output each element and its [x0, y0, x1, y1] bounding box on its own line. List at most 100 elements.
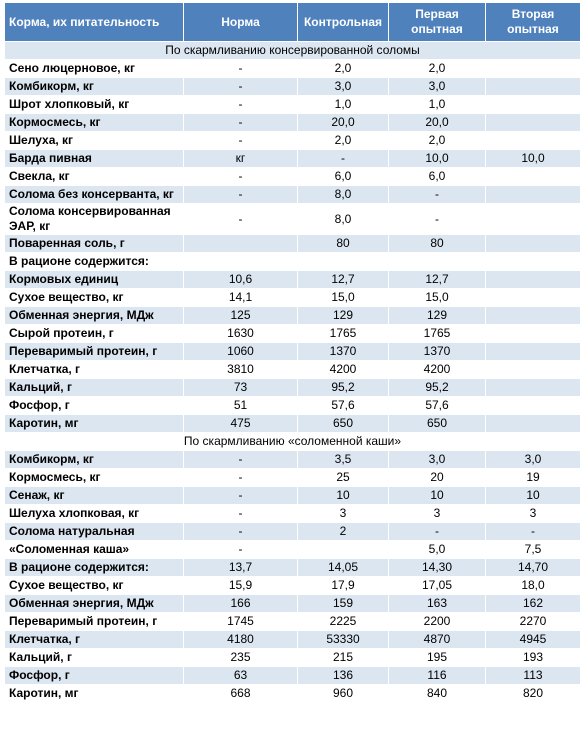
table-row: Каротин, мг 668 960 840 820 — [4, 684, 581, 703]
cell: - — [388, 185, 486, 204]
cell: 20,0 — [297, 113, 389, 132]
table-row: Комбикорм, кг -3,5 3,0 3,0 — [4, 450, 581, 469]
row-label: Клетчатка, г — [4, 630, 184, 649]
cell: 20,0 — [388, 113, 486, 132]
row-label: Кормовых единиц — [4, 270, 184, 289]
row-label: Сено люцерновое, кг — [4, 59, 184, 78]
cell: 2,0 — [388, 59, 486, 78]
cell: 53330 — [297, 630, 389, 649]
cell: - — [183, 185, 298, 204]
cell: 80 — [388, 234, 486, 253]
cell — [485, 77, 581, 96]
cell: 129 — [297, 306, 389, 325]
cell: 80 — [297, 234, 389, 253]
cell: 25 — [297, 468, 389, 487]
table-row: Кормовых единиц 10,6 12,7 12,7 — [4, 270, 581, 289]
cell: 14,30 — [388, 558, 486, 577]
table-row: Сырой протеин, г 1630 1765 1765 — [4, 324, 581, 343]
cell: 6,0 — [297, 167, 389, 186]
cell: 193 — [485, 648, 581, 667]
cell: 650 — [388, 414, 486, 433]
cell: 129 — [388, 306, 486, 325]
row-label: Сухое вещество, кг — [4, 288, 184, 307]
header-cell: Корма, их питательность — [4, 2, 184, 42]
cell: 57,6 — [388, 396, 486, 415]
cell: 1630 — [183, 324, 298, 343]
cell: 3,0 — [297, 77, 389, 96]
row-label: Переваримый протеин, г — [4, 342, 184, 361]
cell: - — [183, 95, 298, 114]
cell — [485, 234, 581, 253]
table-row: Свекла, кг -6,0 6,0 — [4, 167, 581, 186]
table-row: «Соломенная каша» - 5,0 7,5 — [4, 540, 581, 559]
cell — [485, 324, 581, 343]
cell: 10 — [297, 486, 389, 505]
cell — [183, 252, 298, 271]
cell — [485, 396, 581, 415]
cell: 2 — [297, 522, 389, 541]
cell: 3,0 — [388, 77, 486, 96]
cell — [485, 113, 581, 132]
cell: 163 — [388, 594, 486, 613]
cell: 166 — [183, 594, 298, 613]
table-row: Солома консервированная ЭАР, кг -8,0- — [4, 203, 581, 235]
cell — [485, 342, 581, 361]
cell: 125 — [183, 306, 298, 325]
cell: 8,0 — [297, 203, 389, 235]
row-label: Шрот хлопковый, кг — [4, 95, 184, 114]
cell: - — [183, 167, 298, 186]
cell: 820 — [485, 684, 581, 703]
table-row: Сенаж, кг -10 10 10 — [4, 486, 581, 505]
cell: - — [183, 450, 298, 469]
cell — [388, 252, 486, 271]
table-row: Шрот хлопковый, кг -1,0 1,0 — [4, 95, 581, 114]
cell: 113 — [485, 666, 581, 685]
cell: 7,5 — [485, 540, 581, 559]
cell: - — [183, 540, 298, 559]
row-label: Каротин, мг — [4, 684, 184, 703]
row-label: Барда пивная — [4, 149, 184, 168]
table-row: Обменная энергия, МДж 166 159 163 162 — [4, 594, 581, 613]
header-cell: Норма — [183, 2, 298, 42]
feed-table: Корма, их питательность Норма Контрольная П… — [4, 2, 581, 703]
row-label: Обменная энергия, МДж — [4, 594, 184, 613]
cell — [485, 131, 581, 150]
table-row: Клетчатка, г 4180 53330 4870 4945 — [4, 630, 581, 649]
header-cell: Контрольная — [297, 2, 389, 42]
cell: 10 — [485, 486, 581, 505]
cell: 215 — [297, 648, 389, 667]
cell: - — [388, 203, 486, 235]
row-label: Клетчатка, г — [4, 360, 184, 379]
cell: 235 — [183, 648, 298, 667]
table-row: В рационе содержится: 13,7 14,05 14,30 14,70 — [4, 558, 581, 577]
table-row: Комбикорм, кг -3,0 3,0 — [4, 77, 581, 96]
row-label: Фосфор, г — [4, 396, 184, 415]
cell: 15,0 — [297, 288, 389, 307]
section-title: По скармливанию «соломенной каши» — [4, 432, 581, 451]
row-label: В рационе содержится: — [4, 252, 184, 271]
cell — [183, 234, 298, 253]
table-row: Фосфор, г 51 57,6 57,6 — [4, 396, 581, 415]
cell — [485, 203, 581, 235]
cell: 95,2 — [297, 378, 389, 397]
cell: - — [183, 486, 298, 505]
header-cell: Первая опытная — [388, 2, 486, 42]
row-label: Кальций, г — [4, 648, 184, 667]
row-label: Обменная энергия, МДж — [4, 306, 184, 325]
table-row: В рационе содержится: — [4, 252, 581, 271]
cell: 475 — [183, 414, 298, 433]
row-label: Шелуха, кг — [4, 131, 184, 150]
row-label: Солома консервированная ЭАР, кг — [4, 203, 184, 235]
header-row: Корма, их питательность Норма Контрольная П… — [4, 2, 581, 42]
cell: 1370 — [297, 342, 389, 361]
cell: 4200 — [297, 360, 389, 379]
row-label: Солома без консерванта, кг — [4, 185, 184, 204]
row-label: Комбикорм, кг — [4, 450, 184, 469]
cell: 14,1 — [183, 288, 298, 307]
row-label: Поваренная соль, г — [4, 234, 184, 253]
table-row: Шелуха, кг -2,0 2,0 — [4, 131, 581, 150]
table-row: Сухое вещество, кг 14,1 15,0 15,0 — [4, 288, 581, 307]
cell — [485, 288, 581, 307]
cell: 195 — [388, 648, 486, 667]
row-label: Солома натуральная — [4, 522, 184, 541]
